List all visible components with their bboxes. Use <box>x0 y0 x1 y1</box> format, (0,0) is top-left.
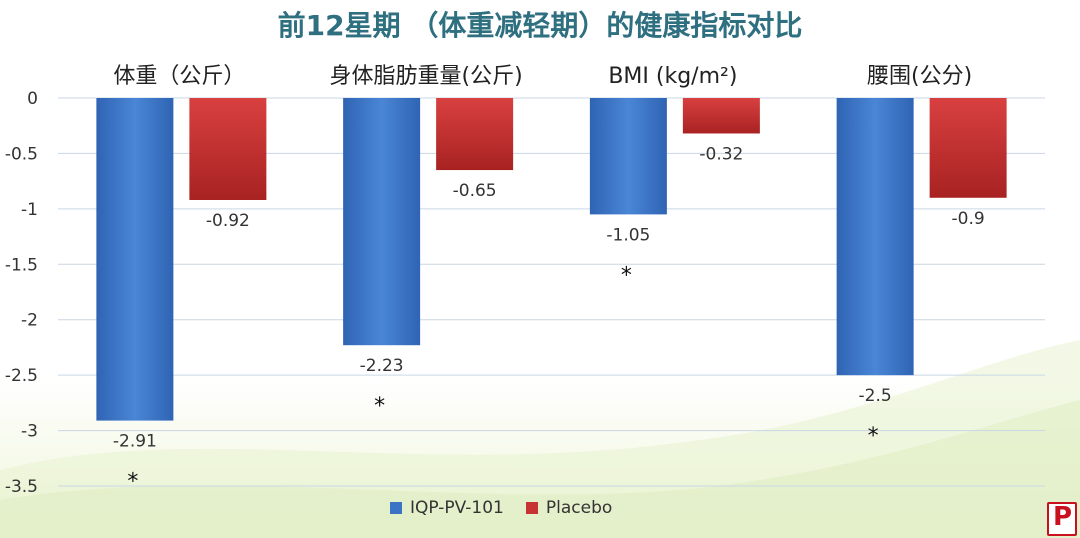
y-tick-label: -2 <box>21 311 38 331</box>
bar-placebo <box>189 98 267 200</box>
legend-label-iqp: IQP-PV-101 <box>410 498 504 518</box>
bar-placebo <box>929 98 1007 198</box>
data-label: -0.65 <box>453 181 497 201</box>
data-label: -0.32 <box>699 144 743 164</box>
y-tick-label: 0 <box>27 89 38 109</box>
category-label: 身体脂肪重量(公斤) <box>330 64 523 89</box>
data-label: -2.5 <box>859 386 892 406</box>
bar-iqp <box>343 98 421 346</box>
legend: IQP-PV-101 Placebo <box>390 498 634 518</box>
y-tick-label: -3 <box>21 422 38 442</box>
bar-iqp <box>836 98 914 376</box>
significance-marker: * <box>621 263 632 288</box>
brand-logo-icon: P <box>1047 502 1077 536</box>
bar-placebo <box>436 98 514 171</box>
data-label: -2.23 <box>360 356 404 376</box>
legend-item-iqp: IQP-PV-101 <box>390 498 504 518</box>
y-tick-label: -2.5 <box>5 366 38 386</box>
brand-logo-letter: P <box>1053 502 1073 532</box>
bar-iqp <box>589 98 667 215</box>
significance-marker: * <box>374 394 385 419</box>
legend-item-placebo: Placebo <box>525 498 613 518</box>
legend-swatch-placebo <box>525 502 538 514</box>
legend-label-placebo: Placebo <box>545 498 613 518</box>
y-tick-label: -1 <box>21 200 38 220</box>
data-label: -0.9 <box>952 209 985 229</box>
data-label: -1.05 <box>606 225 650 245</box>
y-tick-label: -3.5 <box>5 477 38 497</box>
data-label: -0.92 <box>206 211 250 231</box>
significance-marker: * <box>127 470 138 495</box>
y-tick-label: -0.5 <box>5 144 38 164</box>
y-tick-label: -1.5 <box>5 255 38 275</box>
bar-placebo <box>682 98 760 134</box>
category-label: 体重（公斤） <box>113 64 245 89</box>
bar-iqp <box>96 98 174 421</box>
significance-marker: * <box>868 424 879 449</box>
chart-title: 前12星期 （体重减轻期）的健康指标对比 <box>277 9 803 42</box>
category-label: 腰围(公分) <box>867 64 972 89</box>
category-label: BMI (kg/m²) <box>608 64 737 89</box>
legend-swatch-iqp <box>390 502 402 514</box>
data-label: -2.91 <box>113 432 157 452</box>
